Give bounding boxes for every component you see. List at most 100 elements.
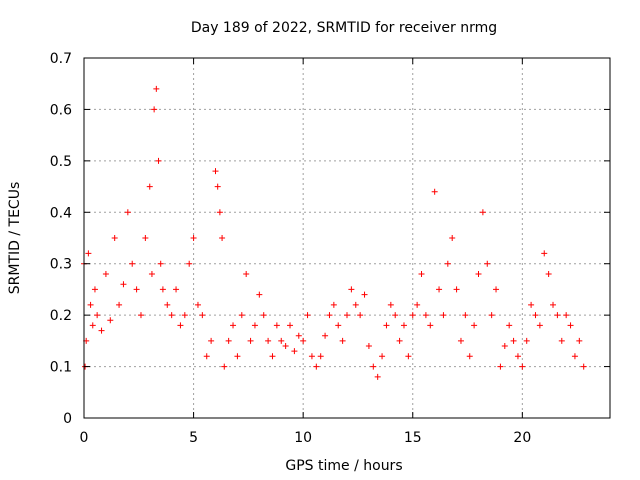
x-tick-label: 0 <box>80 430 89 446</box>
data-point <box>501 343 508 349</box>
data-point <box>550 301 557 308</box>
data-point <box>199 312 206 319</box>
data-point <box>462 312 469 319</box>
data-point <box>528 301 535 308</box>
data-point <box>221 363 228 370</box>
data-point <box>510 337 517 344</box>
data-point <box>449 235 456 241</box>
data-point <box>94 312 101 319</box>
data-point <box>335 322 342 329</box>
data-point <box>567 322 574 329</box>
data-point <box>431 188 438 195</box>
data-point <box>514 353 521 360</box>
data-point <box>216 209 223 216</box>
data-point <box>148 271 155 277</box>
data-point <box>287 322 294 329</box>
data-point <box>265 337 272 344</box>
data-point <box>282 343 289 349</box>
data-point <box>308 353 315 360</box>
data-point <box>278 337 285 344</box>
data-point <box>98 327 105 334</box>
data-point <box>85 250 92 257</box>
data-point <box>124 209 131 216</box>
data-point <box>219 235 226 241</box>
data-point <box>466 353 473 360</box>
data-point <box>479 209 486 216</box>
data-point <box>414 301 421 308</box>
data-point <box>164 301 171 308</box>
data-point <box>190 235 197 241</box>
data-point <box>146 183 153 190</box>
data-point <box>203 353 210 360</box>
data-point <box>554 312 561 319</box>
data-point <box>159 286 166 293</box>
x-tick-label: 5 <box>189 430 198 446</box>
data-point <box>238 312 245 319</box>
data-point <box>541 250 548 257</box>
data-point <box>295 332 302 339</box>
data-point <box>453 286 460 293</box>
data-point <box>475 271 482 277</box>
y-tick-label: 0.4 <box>50 205 72 221</box>
data-point <box>348 286 355 293</box>
data-point <box>212 168 219 175</box>
data-point <box>563 312 570 319</box>
y-tick-label: 0 <box>63 411 72 427</box>
data-point <box>339 337 346 344</box>
data-point <box>344 312 350 319</box>
data-point <box>506 322 513 329</box>
data-point <box>225 337 232 344</box>
data-point <box>497 363 504 370</box>
data-point <box>392 312 399 319</box>
data-point <box>580 363 587 370</box>
data-point <box>396 337 403 344</box>
x-tick-label: 10 <box>294 430 312 446</box>
data-point <box>576 337 583 344</box>
data-point <box>317 353 324 360</box>
data-point <box>243 271 250 277</box>
data-point <box>214 183 221 190</box>
data-points <box>81 85 587 380</box>
data-point <box>418 271 425 277</box>
data-point <box>436 286 443 293</box>
data-point <box>168 312 175 319</box>
data-point <box>155 157 162 164</box>
data-point <box>157 260 164 267</box>
x-tick-label: 15 <box>404 430 422 446</box>
data-point <box>173 286 180 293</box>
data-point <box>133 286 140 293</box>
y-axis-title: SRMTID / TECUs <box>7 182 23 295</box>
data-point <box>129 260 136 267</box>
data-point <box>208 337 215 344</box>
data-point <box>532 312 539 319</box>
data-point <box>379 353 386 360</box>
data-point <box>102 271 109 277</box>
data-point <box>107 317 114 324</box>
data-point <box>536 322 543 329</box>
data-point <box>87 301 94 308</box>
data-point <box>326 312 333 319</box>
data-point <box>251 322 258 329</box>
data-point <box>186 260 193 267</box>
x-axis-title: GPS time / hours <box>285 458 402 474</box>
data-point <box>291 348 298 355</box>
data-point <box>361 291 368 298</box>
data-point <box>247 337 254 344</box>
plot-frame <box>83 57 611 419</box>
data-point <box>374 373 381 380</box>
y-tick-label: 0.5 <box>50 154 72 170</box>
data-point <box>519 363 526 370</box>
data-point <box>194 301 201 308</box>
data-point <box>153 85 160 92</box>
data-point <box>427 322 434 329</box>
data-point <box>273 322 280 329</box>
data-point <box>440 312 447 319</box>
y-tick-label: 0.3 <box>50 257 72 273</box>
data-point <box>471 322 478 329</box>
data-point <box>352 301 359 308</box>
chart-title: Day 189 of 2022, SRMTID for receiver nrm… <box>191 20 497 36</box>
y-tick-label: 0.6 <box>50 102 72 118</box>
data-point <box>409 312 416 319</box>
data-point <box>365 343 372 349</box>
